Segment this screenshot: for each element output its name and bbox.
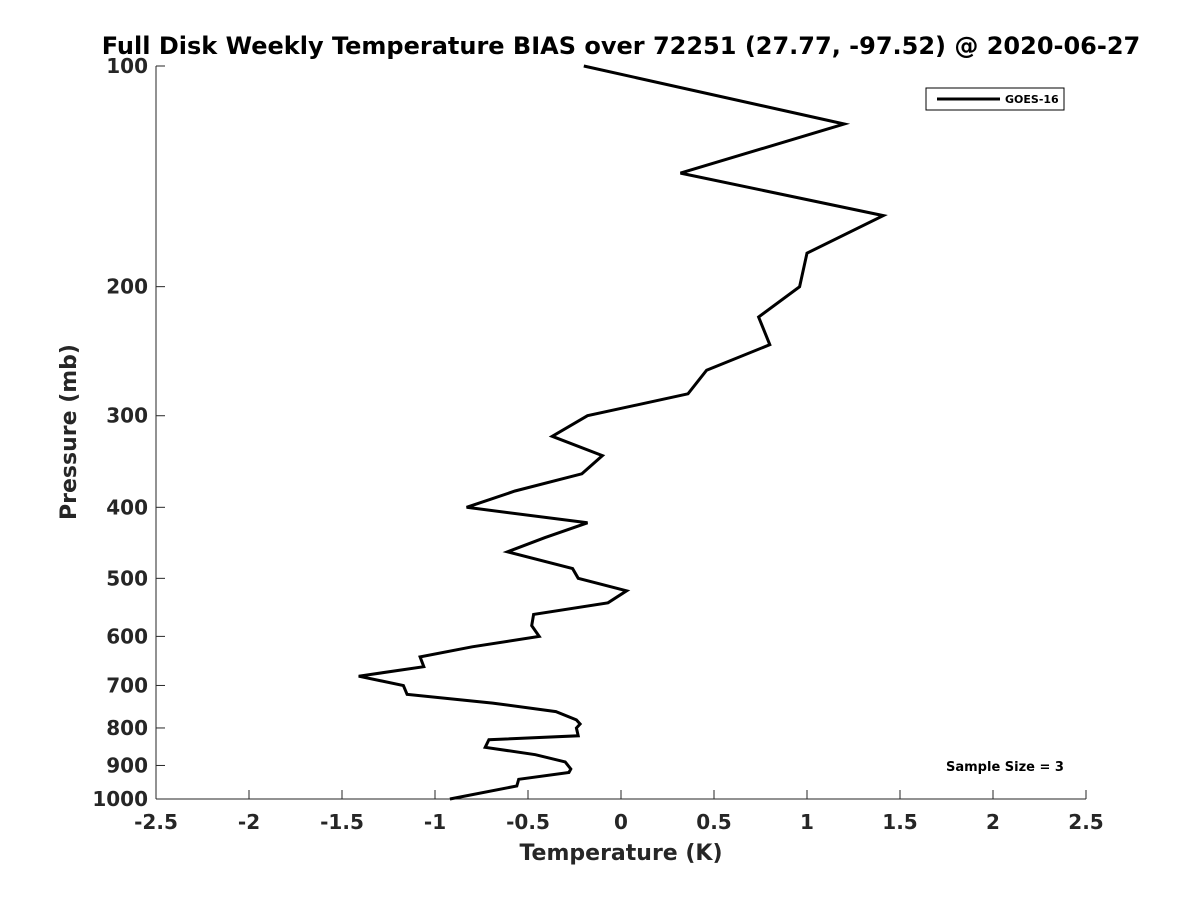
x-axis-label: Temperature (K) [519, 841, 722, 866]
y-axis-ticks: 100 200 300 400 500 600 700 800 900 1000 [92, 54, 165, 811]
x-tick-label: -2 [238, 810, 260, 834]
x-tick-label: 0 [614, 810, 628, 834]
x-tick-label: 1.5 [882, 810, 917, 834]
y-tick-label: 1000 [92, 787, 148, 811]
y-tick-label: 500 [106, 566, 148, 590]
y-tick-label: 600 [106, 624, 148, 648]
x-tick-label: -2.5 [134, 810, 178, 834]
legend-label: GOES-16 [1005, 93, 1059, 106]
y-axis-label: Pressure (mb) [57, 344, 82, 520]
series-layer [358, 64, 888, 801]
sample-size-annotation: Sample Size = 3 [946, 760, 1064, 775]
x-tick-label: 2 [986, 810, 1000, 834]
y-tick-label: 100 [106, 54, 148, 78]
y-tick-label: 300 [106, 404, 148, 428]
x-tick-label: -0.5 [506, 810, 550, 834]
x-tick-label: -1 [424, 810, 446, 834]
legend: GOES-16 [925, 87, 1065, 111]
y-tick-label: 400 [106, 495, 148, 519]
x-tick-label: -1.5 [320, 810, 364, 834]
y-tick-label: 900 [106, 753, 148, 777]
x-tick-label: 0.5 [696, 810, 731, 834]
y-tick-label: 700 [106, 673, 148, 697]
y-tick-label: 200 [106, 275, 148, 299]
series-line-goes-16 [358, 64, 888, 801]
x-tick-label: 2.5 [1068, 810, 1103, 834]
x-axis-ticks: -2.5 -2 -1.5 -1 -0.5 0 0.5 1 1.5 2 2.5 [134, 790, 1104, 834]
chart-title: Full Disk Weekly Temperature BIAS over 7… [102, 32, 1141, 60]
x-tick-label: 1 [800, 810, 814, 834]
y-tick-label: 800 [106, 716, 148, 740]
